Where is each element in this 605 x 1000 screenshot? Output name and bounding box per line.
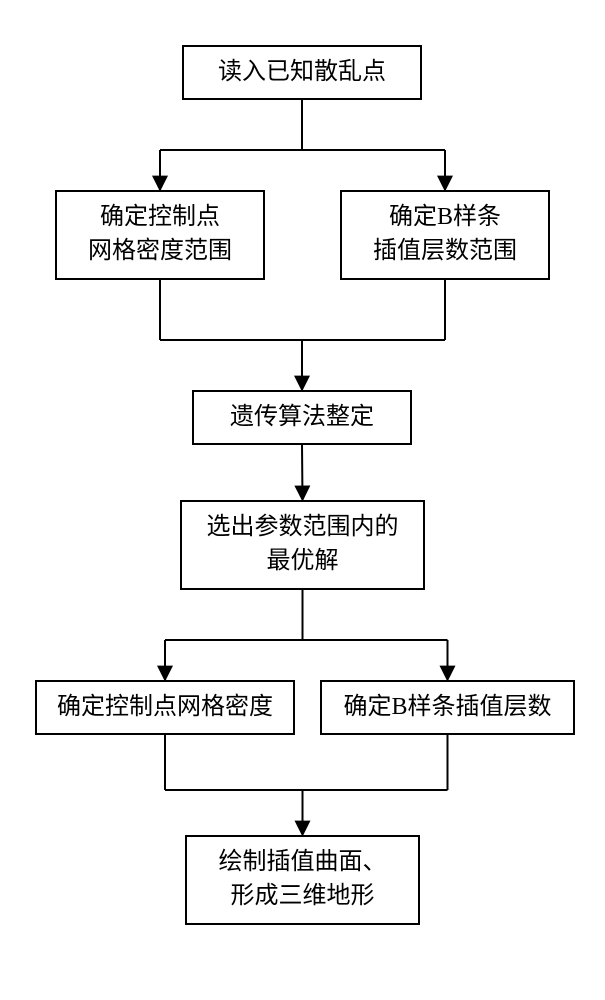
node-label: 确定B样条插值层数 — [343, 691, 551, 725]
flowchart-node-n6: 确定控制点网格密度 — [35, 680, 295, 735]
flowchart-node-n3: 确定B样条 插值层数范围 — [340, 190, 550, 280]
node-label: 确定控制点 网格密度范围 — [88, 201, 232, 268]
flowchart-node-n5: 选出参数范围内的 最优解 — [180, 500, 425, 590]
node-label: 遗传算法整定 — [230, 401, 374, 435]
node-label: 读入已知散乱点 — [218, 56, 386, 90]
flowchart-node-n2: 确定控制点 网格密度范围 — [55, 190, 265, 280]
flowchart-node-n7: 确定B样条插值层数 — [320, 680, 575, 735]
node-label: 确定B样条 插值层数范围 — [373, 201, 517, 268]
flowchart-node-n4: 遗传算法整定 — [192, 390, 412, 445]
node-label: 绘制插值曲面、 形成三维地形 — [219, 846, 387, 913]
node-label: 确定控制点网格密度 — [57, 691, 273, 725]
flowchart-node-n8: 绘制插值曲面、 形成三维地形 — [185, 835, 420, 925]
flowchart-node-n1: 读入已知散乱点 — [182, 45, 422, 100]
node-label: 选出参数范围内的 最优解 — [207, 511, 399, 578]
